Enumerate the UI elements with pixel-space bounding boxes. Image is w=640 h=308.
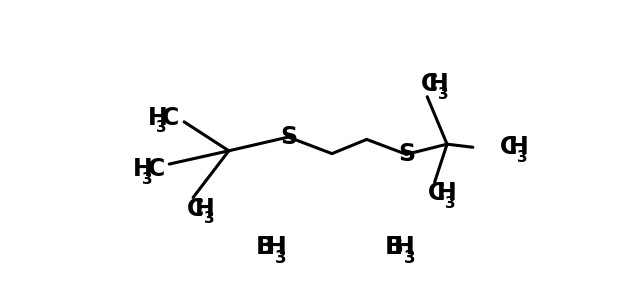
Text: 3: 3	[275, 249, 286, 267]
Text: C: C	[187, 197, 204, 221]
Text: H: H	[394, 235, 415, 259]
Text: C: C	[428, 181, 445, 205]
Text: 3: 3	[204, 211, 214, 226]
Text: H: H	[133, 157, 153, 181]
Text: H: H	[509, 135, 528, 159]
Text: S: S	[280, 125, 297, 149]
Text: 3: 3	[445, 196, 456, 211]
Text: 3: 3	[156, 120, 167, 135]
Text: H: H	[429, 72, 449, 96]
Text: S: S	[398, 142, 415, 166]
Text: 3: 3	[438, 87, 448, 102]
Text: C: C	[500, 135, 517, 159]
Text: H: H	[265, 235, 286, 259]
Text: B: B	[256, 235, 275, 259]
Text: H: H	[436, 181, 456, 205]
Text: B: B	[385, 235, 404, 259]
Text: 3: 3	[404, 249, 415, 267]
Text: C: C	[147, 157, 164, 181]
Text: C: C	[163, 106, 180, 130]
Text: 3: 3	[141, 172, 152, 187]
Text: 3: 3	[517, 150, 527, 165]
Text: H: H	[195, 197, 215, 221]
Text: H: H	[148, 106, 168, 130]
Text: C: C	[420, 72, 438, 96]
